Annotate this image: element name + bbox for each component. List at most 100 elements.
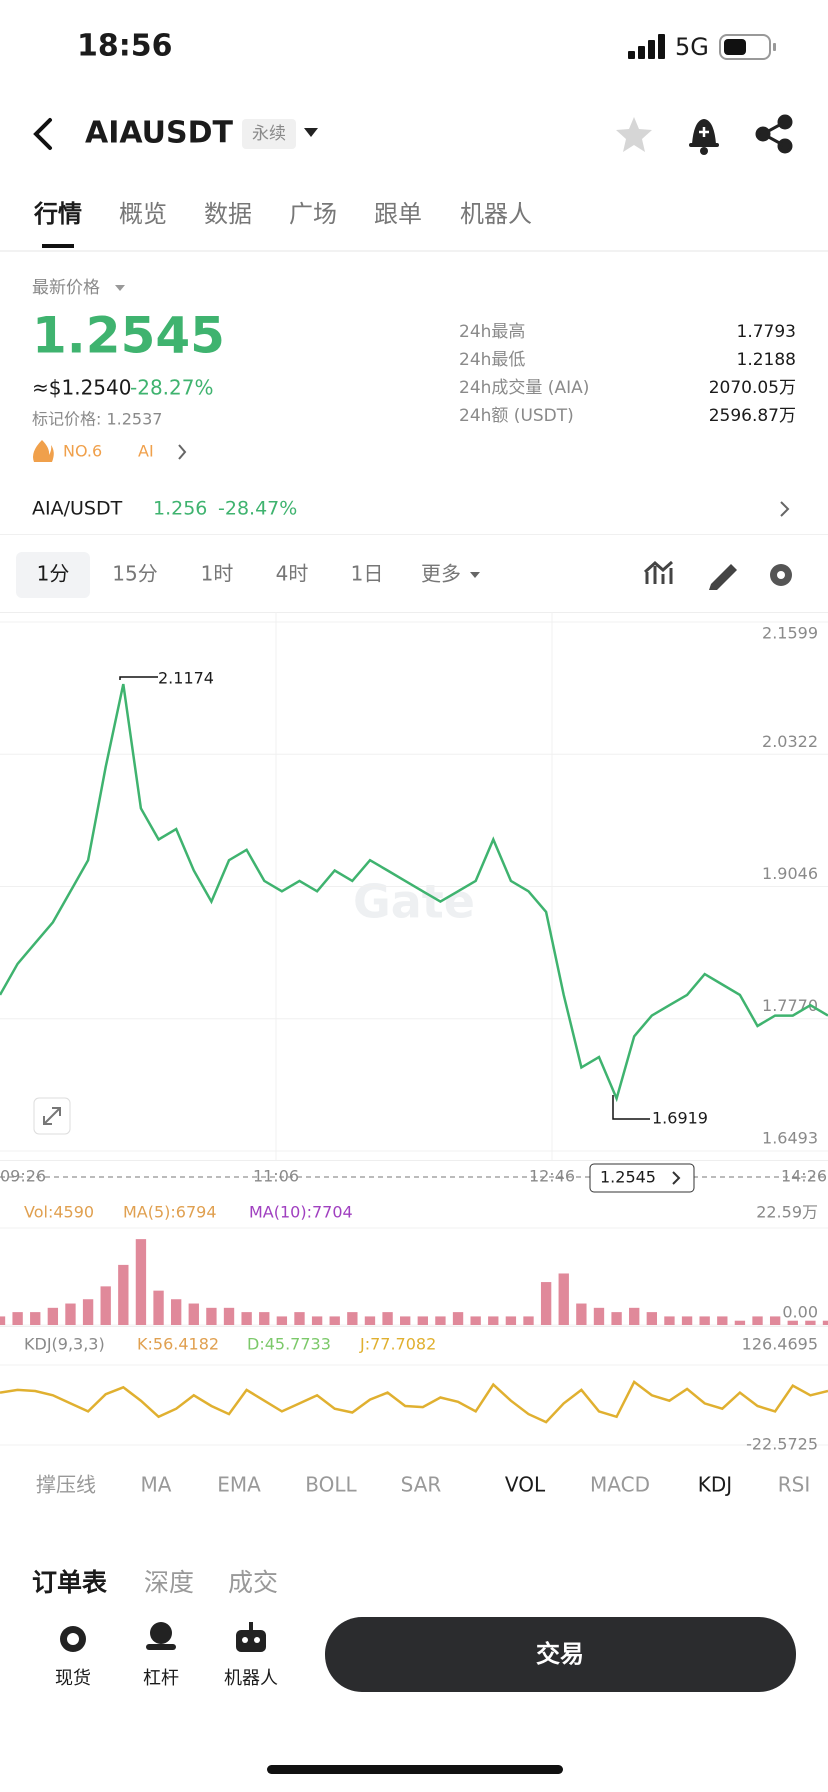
x-tick-label: 09:26 xyxy=(0,1167,46,1186)
nav-label[interactable]: 杠杆 xyxy=(143,1668,179,1689)
d-label: D:45.7733 xyxy=(247,1335,331,1354)
battery-icon xyxy=(719,34,776,60)
indicator-tab[interactable]: RSI xyxy=(778,1473,811,1497)
tab[interactable]: 概览 xyxy=(119,200,167,228)
volume-bar xyxy=(329,1316,340,1325)
interval[interactable]: 15分 xyxy=(112,562,157,586)
y-tick-label: -22.5725 xyxy=(746,1435,818,1454)
order-tab[interactable]: 订单表 xyxy=(32,1568,108,1597)
volume-bar xyxy=(0,1316,6,1325)
indicator-tab[interactable]: EMA xyxy=(217,1473,261,1497)
tab[interactable]: 跟单 xyxy=(374,200,422,228)
high-label: 2.1174 xyxy=(158,669,214,688)
indicator-tab[interactable]: MA xyxy=(141,1473,172,1497)
volume-bar xyxy=(382,1312,393,1325)
volume-bar xyxy=(241,1312,252,1325)
interval[interactable]: 更多 xyxy=(421,562,461,586)
favorite-icon[interactable] xyxy=(616,117,652,152)
spot-icon[interactable] xyxy=(60,1626,86,1652)
price_chart-line xyxy=(0,683,828,1103)
tab[interactable]: 广场 xyxy=(289,200,337,228)
last-price: 1.2545 xyxy=(32,307,225,365)
low-label: 1.6919 xyxy=(652,1109,708,1128)
chart-border xyxy=(0,1160,828,1161)
indicator-tab[interactable]: MACD xyxy=(590,1473,650,1497)
draw-icon[interactable] xyxy=(709,564,737,590)
stat-value: 2070.05万 xyxy=(709,378,796,398)
y-tick-label: 1.9046 xyxy=(762,864,818,883)
volume-bar xyxy=(30,1312,41,1325)
back-button[interactable] xyxy=(33,118,52,150)
volume-bar xyxy=(417,1316,428,1325)
j-label: J:77.7082 xyxy=(359,1335,436,1354)
indicator-tab[interactable]: SAR xyxy=(401,1473,442,1497)
bot-icon[interactable] xyxy=(236,1622,266,1652)
volume-bar xyxy=(734,1320,746,1325)
last-price-box[interactable] xyxy=(589,1163,695,1193)
volume-bar xyxy=(805,1320,816,1325)
nav-label[interactable]: 机器人 xyxy=(224,1668,278,1689)
x-tick-label: 12:46 xyxy=(529,1167,575,1186)
interval[interactable]: 1时 xyxy=(201,562,234,586)
margin-icon[interactable] xyxy=(146,1622,176,1650)
y-tick-label: 126.4695 xyxy=(742,1335,818,1354)
fullscreen-icon xyxy=(43,1107,61,1125)
interval[interactable]: 1分 xyxy=(37,562,70,586)
indicator-tab[interactable]: BOLL xyxy=(305,1473,357,1497)
volume-bar xyxy=(646,1312,658,1325)
y-tick-label: 1.6493 xyxy=(762,1129,818,1148)
indicator-tab[interactable]: 撑压线 xyxy=(36,1473,96,1497)
stat-label: 24h最低 xyxy=(459,350,525,370)
interval[interactable]: 1日 xyxy=(351,562,384,586)
volume-bar xyxy=(12,1312,23,1325)
volume-bar xyxy=(699,1316,710,1325)
dropdown-caret[interactable] xyxy=(304,128,318,137)
indicator-tab[interactable]: KDJ xyxy=(698,1473,732,1497)
y-tick-label: 1.7770 xyxy=(762,996,818,1015)
volume-bar xyxy=(276,1316,288,1325)
stat-label: 24h成交量 (AIA) xyxy=(459,378,589,398)
volume-bar xyxy=(717,1316,728,1325)
tab[interactable]: 数据 xyxy=(204,200,252,228)
trade-button[interactable] xyxy=(325,1617,796,1692)
settings-icon-hole xyxy=(777,571,785,579)
tab[interactable]: 机器人 xyxy=(460,200,532,228)
volume-bar xyxy=(576,1303,587,1325)
order-tab[interactable]: 成交 xyxy=(228,1568,278,1597)
usd-price: ≈$1.2540 xyxy=(32,376,131,400)
contract-badge xyxy=(242,119,296,149)
volume-bar xyxy=(664,1316,675,1325)
volume-bar xyxy=(347,1312,358,1325)
home-indicator xyxy=(267,1765,563,1774)
volume-bar xyxy=(170,1299,182,1325)
sector-tag[interactable]: AI xyxy=(138,442,154,461)
volume-bar xyxy=(558,1273,569,1325)
change-percent: -28.27% xyxy=(130,376,213,400)
volume-bar xyxy=(311,1316,323,1325)
price-label: 最新价格 xyxy=(32,278,100,298)
stat-label: 24h最高 xyxy=(459,322,525,342)
volume-bar xyxy=(100,1286,111,1325)
clock: 18:56 xyxy=(77,29,173,64)
alert-icon[interactable] xyxy=(689,119,719,155)
y-tick-label: 22.59万 xyxy=(756,1203,818,1222)
indicator-tab[interactable]: VOL xyxy=(505,1473,546,1497)
signal-icon xyxy=(628,34,665,59)
volume-bar xyxy=(364,1316,376,1325)
volume-bar xyxy=(752,1316,763,1325)
nav-label[interactable]: 现货 xyxy=(55,1668,91,1689)
tab[interactable]: 行情 xyxy=(33,200,82,228)
volume-bar xyxy=(206,1307,217,1325)
chevron[interactable] xyxy=(780,501,790,517)
indicator-icon[interactable] xyxy=(643,560,673,584)
volume-bar xyxy=(188,1303,199,1325)
x-tick-label: 11:06 xyxy=(253,1167,299,1186)
volume-bar xyxy=(681,1316,693,1325)
interval[interactable]: 4时 xyxy=(276,562,309,586)
volume-bar xyxy=(787,1320,798,1325)
share-icon[interactable] xyxy=(755,114,793,154)
vol-label: Vol:4590 xyxy=(24,1203,94,1222)
order-tab[interactable]: 深度 xyxy=(144,1568,194,1597)
